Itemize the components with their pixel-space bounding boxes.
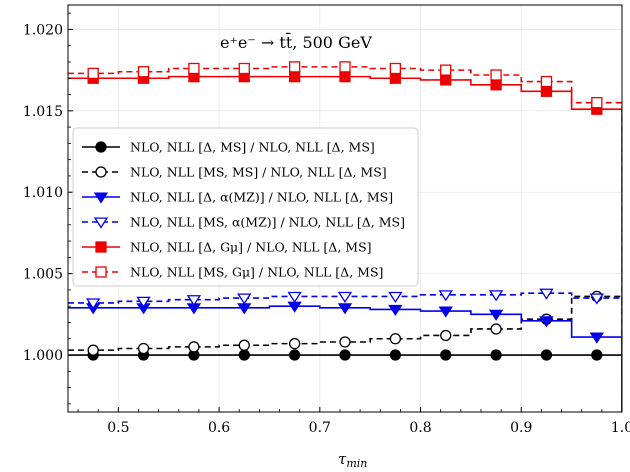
x-axis-title-main: τ: [338, 450, 347, 468]
series-4-point: [337, 291, 353, 304]
series-1-point: [288, 349, 301, 361]
series-1-point: [591, 349, 603, 361]
series-4-point: [388, 291, 403, 304]
series-6-point: [440, 64, 452, 76]
x-tick-label: 1.0: [611, 420, 630, 436]
series-4-point: [539, 288, 554, 300]
series-3-point: [589, 332, 605, 344]
legend-marker-6: [95, 266, 107, 278]
legend-marker-4: [93, 217, 109, 229]
series-6-line: [68, 66, 622, 412]
legend-label-5: NLO, NLL [Δ, Gμ] / NLO, NLL [Δ, MS]: [130, 240, 372, 255]
series-1-point: [440, 349, 452, 361]
x-axis-title: τmin: [338, 450, 367, 470]
series-1-point: [389, 349, 402, 361]
series-2-line: [68, 295, 622, 412]
series-2-point: [238, 339, 250, 351]
y-tick-label: 1.010: [23, 185, 63, 201]
chart-annotation: e⁺e⁻ → tt̄, 500 GeV: [220, 31, 372, 52]
series-2-point: [339, 336, 351, 348]
series-6-point: [288, 61, 301, 73]
legend-box: [72, 127, 419, 287]
legend-marker-5: [95, 241, 107, 253]
x-axis-title-sub: min: [346, 457, 367, 470]
series-3-point: [539, 316, 554, 328]
series-3-point: [337, 303, 353, 315]
series-6-point: [339, 61, 351, 73]
series-1-point: [339, 349, 351, 361]
x-tick-label: 0.6: [208, 420, 230, 436]
x-tick-label: 0.5: [107, 420, 129, 436]
legend-label-4: NLO, NLL [MS, α(MZ)] / NLO, NLL [Δ, MS]: [130, 215, 405, 230]
series-6-point: [238, 62, 250, 75]
legend-label-1: NLO, NLL [Δ, MS] / NLO, NLL [Δ, MS]: [130, 140, 375, 155]
series-1-point: [540, 349, 553, 361]
y-tick-label: 1.000: [23, 348, 63, 364]
series-4-point: [136, 296, 151, 308]
series-3-point: [388, 304, 403, 317]
series-6-point: [591, 97, 603, 109]
legend: NLO, NLL [Δ, MS] / NLO, NLL [Δ, MS] NLO, …: [72, 127, 419, 287]
series-6-point: [490, 69, 502, 81]
legend-label-2: NLO, NLL [MS, MS] / NLO, NLL [Δ, MS]: [130, 165, 387, 180]
series-1-line: [68, 354, 622, 412]
series-6-point: [87, 67, 99, 80]
series-3-point: [438, 306, 453, 318]
series-5-point: [389, 72, 402, 84]
series-4-point: [186, 295, 202, 307]
series-2-point: [87, 344, 99, 356]
series-4-point: [589, 293, 605, 305]
series-5-point: [339, 70, 351, 83]
series-6-point: [137, 66, 150, 78]
legend-entries: NLO, NLL [Δ, MS] / NLO, NLL [Δ, MS] NLO, …: [82, 140, 405, 280]
series-4-point: [488, 290, 504, 302]
series-2-point: [490, 323, 502, 335]
series-5-point: [540, 85, 553, 97]
series-5-point: [490, 79, 502, 91]
series-5-point: [288, 70, 301, 83]
series-6-point: [540, 75, 553, 88]
series-2-point: [389, 333, 402, 345]
legend-label-3: NLO, NLL [Δ, α(MZ)] / NLO, NLL [Δ, MS]: [130, 190, 393, 205]
series-6-point: [188, 62, 200, 75]
series-4-point: [237, 293, 252, 305]
series-2-point: [137, 342, 150, 355]
series-2-point: [440, 329, 452, 342]
legend-marker-2: [95, 166, 107, 178]
series-4-point: [438, 290, 453, 302]
series-3-point: [488, 309, 504, 321]
series-1-point: [238, 349, 250, 361]
series-4-point: [287, 291, 302, 304]
y-tick-label: 1.020: [23, 22, 63, 38]
x-tick-label: 0.9: [510, 420, 532, 436]
legend-label-6: NLO, NLL [MS, Gμ] / NLO, NLL [Δ, MS]: [130, 265, 383, 280]
series-5-point: [440, 74, 452, 86]
legend-marker-1: [95, 141, 107, 153]
y-tick-label: 1.005: [23, 267, 63, 283]
y-tick-label: 1.015: [23, 104, 63, 120]
x-tick-label: 0.8: [409, 420, 431, 436]
series-1-point: [490, 349, 502, 361]
ticks: 0.5 0.6 0.7 0.8 0.9 1.0 1.000 1.005 1.010 1.015 1.…: [23, 12, 630, 436]
marker-layer: [85, 61, 605, 361]
series-6-point: [389, 62, 402, 75]
series-4-point: [85, 298, 101, 310]
series-2-point: [188, 341, 200, 353]
legend-marker-3: [93, 192, 109, 204]
x-tick-label: 0.7: [309, 420, 331, 436]
series-2-point: [288, 337, 301, 350]
